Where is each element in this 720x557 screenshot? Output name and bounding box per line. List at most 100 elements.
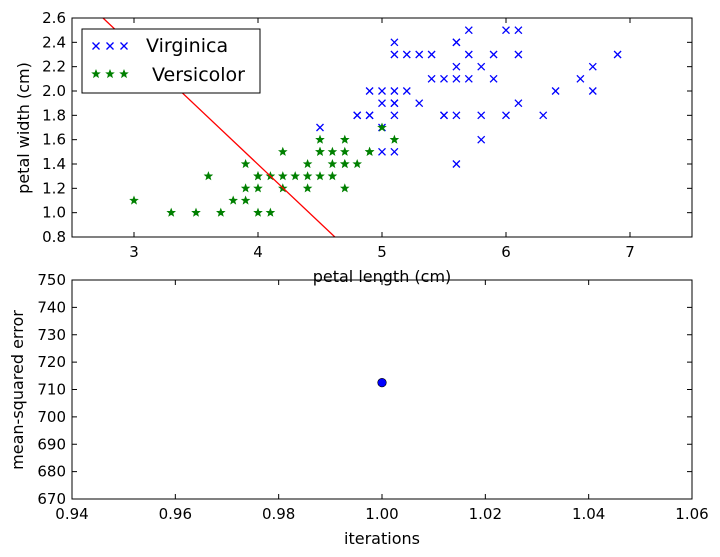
virginica-point-19	[415, 50, 424, 59]
scatter-y-tick-label-9: 2.6	[42, 9, 66, 27]
virginica-point-43	[514, 50, 523, 59]
error-y-tick-label-2: 690	[37, 435, 66, 453]
versicolor-point-18	[290, 171, 300, 181]
legend-marker-virginica	[92, 42, 128, 50]
virginica-point-36	[477, 111, 486, 120]
scatter-subplot: 3 4 5 6 7 0.8 1.0 1.2 1.4 1.6 1.8 2.0 2.2 2.4 2.6 peta…	[14, 9, 693, 286]
virginica-point-49	[588, 87, 597, 95]
legend-label-versicolor: Versicolor	[152, 64, 245, 86]
error-subplot: 0.94 0.96 0.98 1.00 1.02 1.04 1.06 670 680 690 700…	[8, 271, 709, 548]
virginica-point-6	[378, 87, 386, 95]
error-x-tick-label-4: 1.02	[469, 505, 502, 523]
scatter-y-tick-label-6: 2.0	[42, 82, 66, 100]
virginica-point-20	[415, 99, 424, 108]
scatter-y-axis-label: petal width (cm)	[14, 62, 33, 194]
virginica-point-28	[452, 62, 461, 71]
error-y-tick-label-0: 670	[37, 490, 66, 508]
legend-virginica-mark-2	[120, 42, 128, 50]
virginica-point-15	[390, 111, 399, 120]
versicolor-point-12	[253, 207, 263, 217]
series-virginica	[316, 26, 622, 168]
scatter-y-tick-label-0: 0.8	[42, 228, 66, 246]
virginica-point-50	[613, 50, 622, 59]
virginica-point-21	[427, 50, 436, 59]
virginica-point-22	[427, 74, 436, 83]
legend-versicolor-mark-2	[119, 68, 129, 79]
error-axes-frame	[71, 279, 693, 500]
virginica-point-8	[378, 147, 386, 156]
scatter-x-tick-label-3: 6	[501, 243, 511, 261]
virginica-point-42	[514, 26, 523, 35]
legend-versicolor-mark-0	[91, 68, 101, 79]
versicolor-point-0	[129, 195, 139, 205]
virginica-point-31	[452, 160, 461, 168]
error-x-tick-label-1: 0.96	[159, 505, 192, 523]
error-y-axis-label: mean-squared error	[8, 310, 27, 470]
scatter-y-tick-label-5: 1.8	[42, 106, 66, 124]
versicolor-point-25	[315, 171, 325, 181]
virginica-point-23	[440, 74, 448, 83]
scatter-y-tick-label-4: 1.6	[42, 131, 66, 149]
virginica-point-38	[489, 50, 498, 59]
scatter-x-tick-label-1: 4	[253, 243, 263, 261]
virginica-point-46	[551, 87, 560, 95]
scatter-y-tick-label-1: 1.0	[42, 204, 66, 222]
virginica-point-35	[477, 62, 486, 71]
versicolor-point-20	[302, 171, 313, 181]
versicolor-point-26	[327, 146, 338, 156]
versicolor-point-28	[327, 171, 338, 181]
virginica-point-29	[452, 74, 461, 83]
scatter-x-tick-label-0: 3	[129, 243, 139, 261]
virginica-point-17	[402, 50, 411, 59]
versicolor-point-34	[352, 158, 362, 169]
virginica-point-47	[576, 74, 585, 83]
scatter-y-tick-label-8: 2.4	[42, 33, 66, 51]
error-x-tick-label-5: 1.04	[572, 505, 605, 523]
versicolor-point-24	[315, 146, 325, 156]
virginica-point-10	[390, 38, 399, 47]
virginica-point-44	[514, 99, 523, 108]
versicolor-point-11	[253, 183, 263, 193]
virginica-point-37	[477, 135, 486, 144]
versicolor-point-19	[302, 158, 313, 169]
versicolor-point-22	[315, 134, 325, 144]
versicolor-point-36	[364, 146, 375, 156]
versicolor-point-27	[327, 158, 338, 169]
virginica-point-5	[365, 87, 374, 95]
virginica-point-0	[316, 123, 324, 132]
scatter-x-tick-label-4: 7	[625, 243, 635, 261]
versicolor-point-10	[253, 171, 263, 181]
virginica-point-16	[390, 147, 399, 156]
versicolor-point-33	[340, 183, 350, 193]
error-x-axis-label: iterations	[344, 529, 420, 548]
legend-marker-versicolor	[91, 68, 129, 79]
virginica-point-32	[464, 26, 473, 35]
error-y-tick-label-3: 700	[37, 408, 66, 426]
versicolor-point-8	[240, 195, 251, 205]
scatter-plot-area	[102, 18, 622, 237]
versicolor-point-30	[340, 146, 350, 156]
virginica-point-11	[390, 50, 399, 59]
virginica-point-14	[390, 99, 399, 108]
versicolor-point-15	[278, 146, 288, 156]
versicolor-point-38	[389, 134, 400, 144]
error-x-tick-label-3: 1.00	[365, 505, 398, 523]
versicolor-point-37	[377, 122, 387, 132]
scatter-x-tick-label-2: 5	[377, 243, 387, 261]
virginica-point-33	[464, 50, 473, 59]
virginica-point-45	[539, 111, 548, 120]
legend: Virginica Versicolor	[81, 28, 261, 94]
versicolor-point-3	[203, 171, 214, 181]
error-x-tick-label-2: 0.98	[262, 505, 295, 523]
virginica-point-30	[452, 111, 461, 120]
versicolor-point-14	[265, 207, 276, 217]
virginica-point-7	[378, 99, 386, 108]
error-point-0	[377, 378, 387, 388]
virginica-point-2	[353, 111, 362, 120]
virginica-point-48	[588, 62, 597, 71]
versicolor-point-29	[340, 134, 350, 144]
versicolor-point-4	[216, 207, 226, 217]
virginica-point-25	[440, 111, 448, 120]
error-x-tick-label-0: 0.94	[55, 505, 88, 523]
